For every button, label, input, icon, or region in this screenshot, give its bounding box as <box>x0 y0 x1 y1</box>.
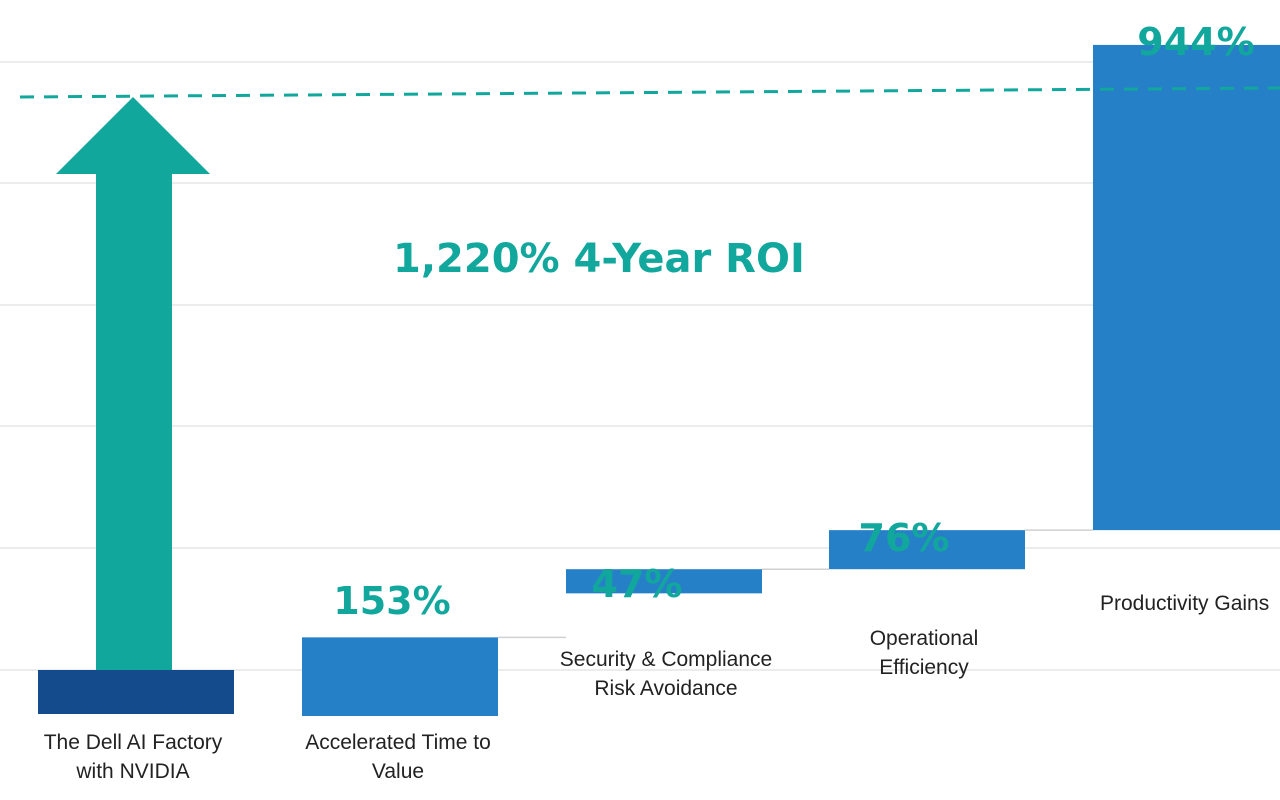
category-label-1-line-0: Accelerated Time to <box>305 731 491 754</box>
category-label-1-line-1: Value <box>372 760 424 783</box>
roi-label: 1,220% 4-Year ROI <box>393 236 805 282</box>
bar-2 <box>566 569 762 594</box>
category-label-4-line-0: Productivity Gains <box>1100 592 1269 615</box>
connector-lines <box>498 529 1093 639</box>
value-label-4: 944% <box>1137 20 1254 64</box>
category-label-2-line-0: Security & Compliance <box>560 648 772 671</box>
bar-3 <box>829 530 1025 570</box>
bar-0 <box>38 670 234 714</box>
bar-1 <box>302 637 498 716</box>
value-label-2: 47% <box>592 562 683 606</box>
category-labels: The Dell AI Factory with NVIDIA Accelerate… <box>44 592 1270 783</box>
category-label-3-line-1: Efficiency <box>879 656 969 679</box>
value-label-1: 153% <box>333 579 450 623</box>
roi-dashed-line <box>19 86 1280 99</box>
category-label-0-line-0: The Dell AI Factory <box>44 731 223 754</box>
category-label-2-line-1: Risk Avoidance <box>594 677 737 700</box>
category-label-3-line-0: Operational <box>870 627 979 650</box>
value-labels: 153% 47% 76% 944% <box>333 20 1254 623</box>
category-label-0-line-1: with NVIDIA <box>75 760 189 783</box>
roi-arrow <box>56 97 210 670</box>
bars <box>38 44 1280 716</box>
bar-4 <box>1093 44 1280 531</box>
value-label-3: 76% <box>859 516 950 560</box>
